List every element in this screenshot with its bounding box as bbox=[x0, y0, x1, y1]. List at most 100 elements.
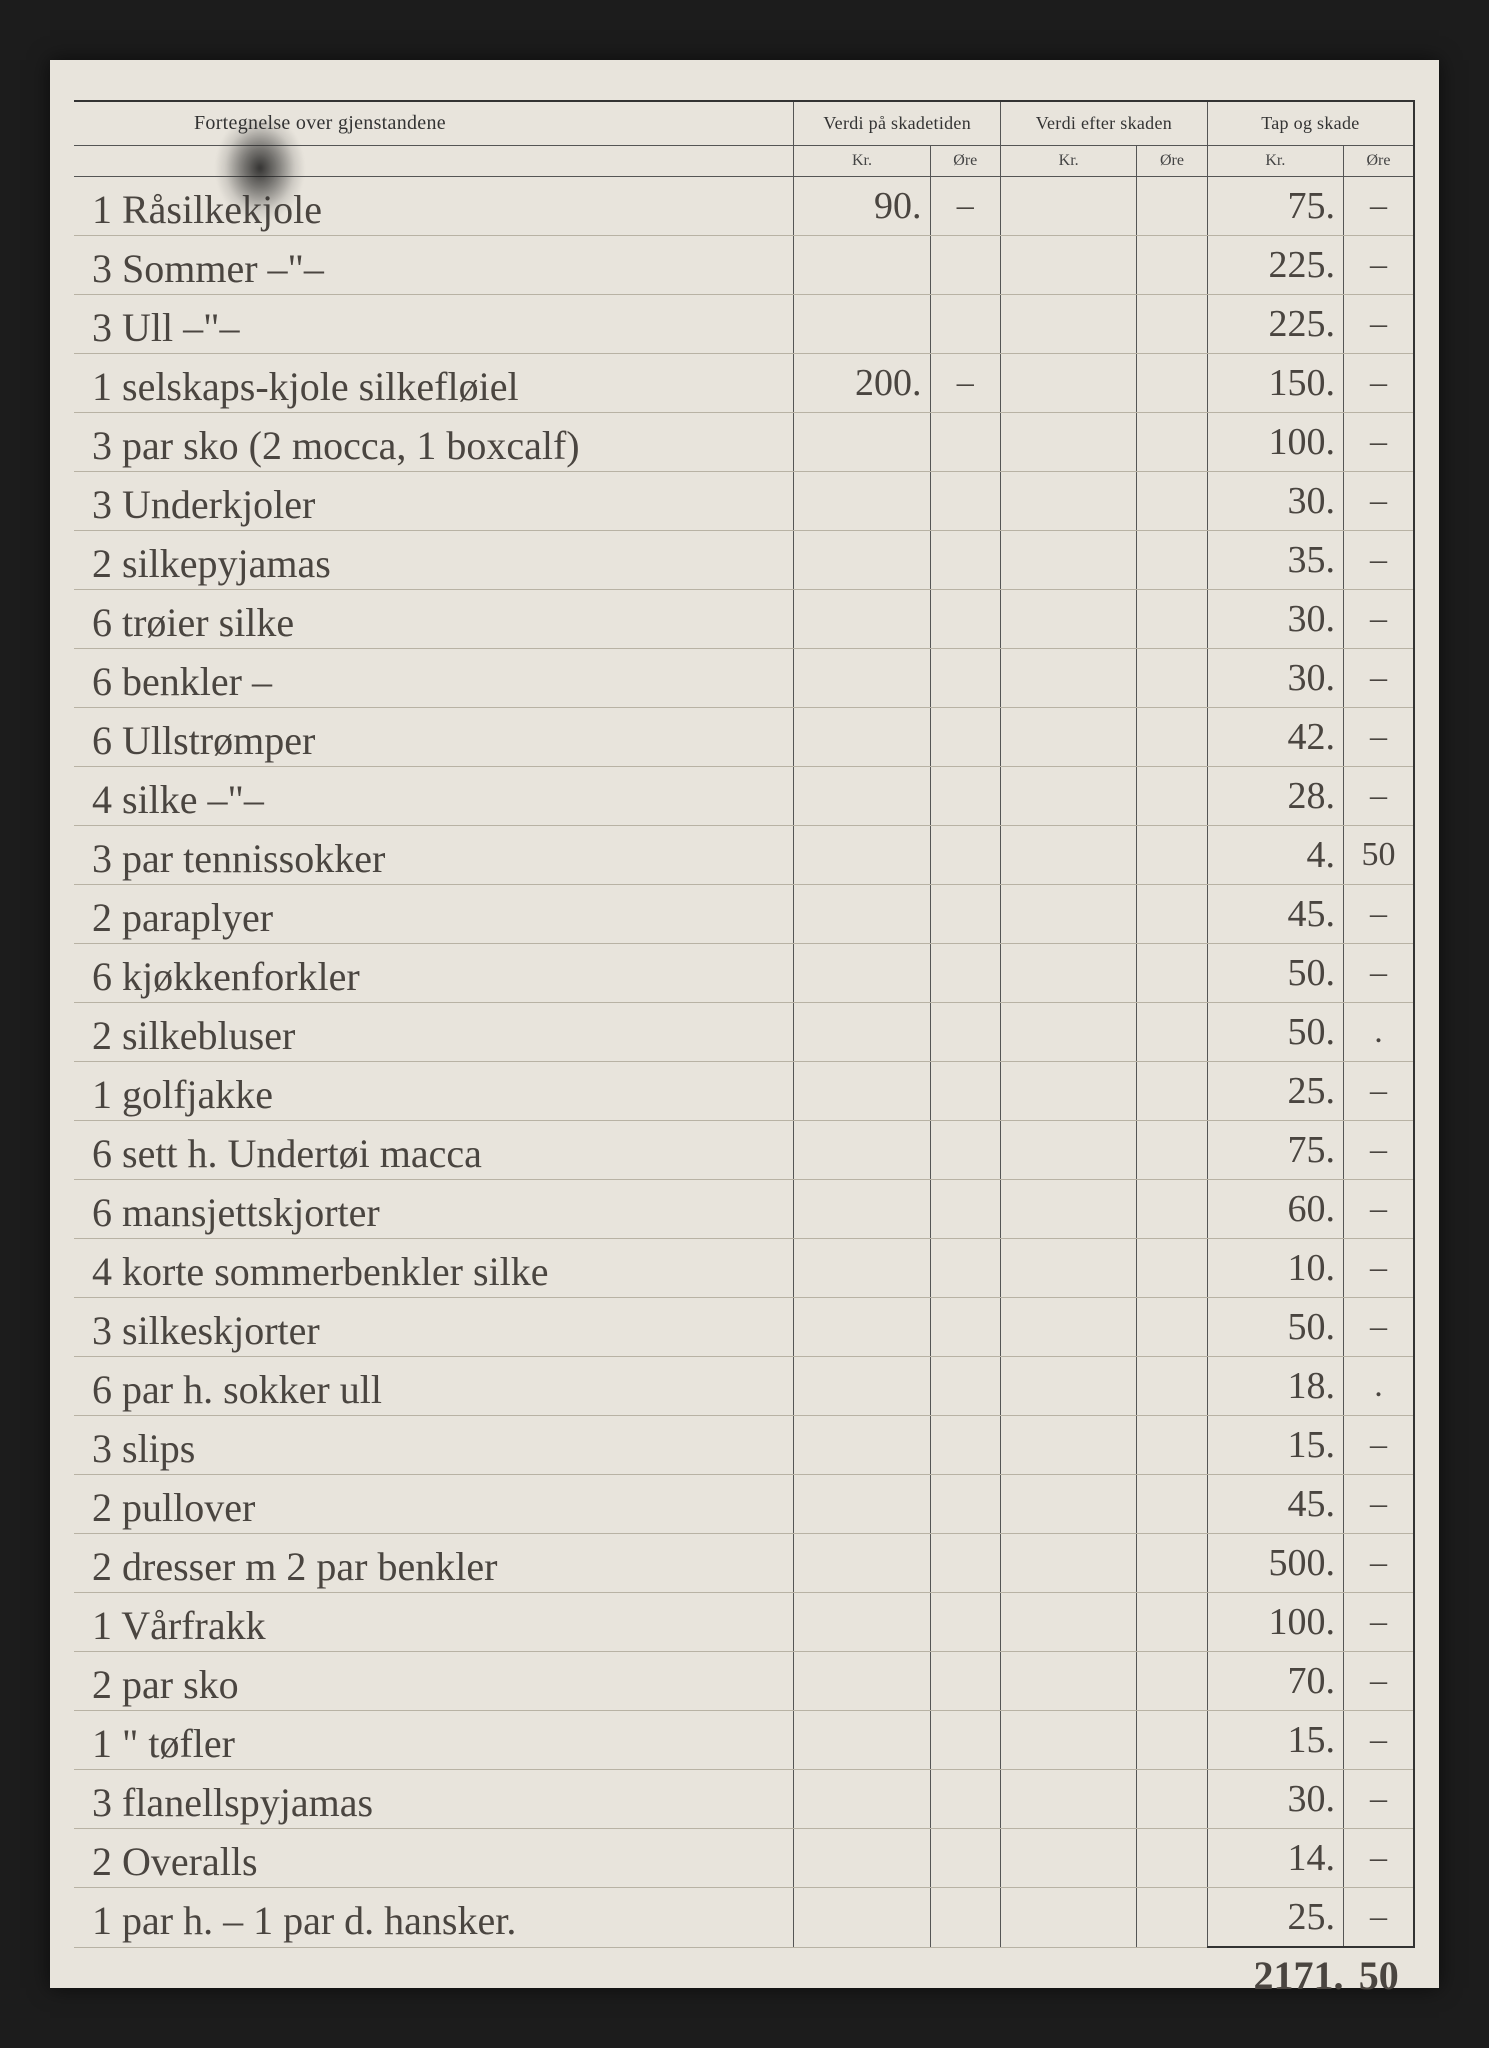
table-row: 1 par h. – 1 par d. hansker.25.– bbox=[74, 1888, 1414, 1948]
item-description-text: 1 par h. – 1 par d. hansker. bbox=[74, 1901, 793, 1941]
item-description-text: 2 dresser m 2 par benkler bbox=[74, 1547, 793, 1587]
value-before-kr bbox=[794, 236, 930, 295]
value-after-kr bbox=[1001, 354, 1137, 413]
value-after-kr bbox=[1001, 1888, 1137, 1948]
item-description: 6 benkler – bbox=[74, 649, 794, 708]
value-before-ore bbox=[930, 1239, 1001, 1298]
table-row: 6 par h. sokker ull18.. bbox=[74, 1357, 1414, 1416]
item-description: 2 pullover bbox=[74, 1475, 794, 1534]
value-after-ore bbox=[1137, 944, 1208, 1003]
value-after-ore bbox=[1137, 1121, 1208, 1180]
value-before-kr bbox=[794, 1180, 930, 1239]
item-description-text: 1 " tøfler bbox=[74, 1724, 793, 1764]
value-before-ore bbox=[930, 1298, 1001, 1357]
value-before-kr bbox=[794, 1121, 930, 1180]
value-before-kr bbox=[794, 295, 930, 354]
loss-kr: 45. bbox=[1207, 1475, 1343, 1534]
value-after-ore bbox=[1137, 1003, 1208, 1062]
table-row: 2 silkepyjamas35.– bbox=[74, 531, 1414, 590]
value-after-kr bbox=[1001, 413, 1137, 472]
loss-ore: – bbox=[1343, 531, 1414, 590]
value-before-ore bbox=[930, 1534, 1001, 1593]
value-after-kr bbox=[1001, 177, 1137, 236]
value-after-ore bbox=[1137, 1829, 1208, 1888]
value-before-kr bbox=[794, 1239, 930, 1298]
item-description-text: 6 par h. sokker ull bbox=[74, 1370, 793, 1410]
item-description: 1 Råsilkekjole bbox=[74, 177, 794, 236]
subhead-kr-3: Kr. bbox=[1207, 146, 1343, 177]
value-after-kr bbox=[1001, 1534, 1137, 1593]
value-after-ore bbox=[1137, 354, 1208, 413]
item-description-text: 4 silke –"– bbox=[74, 780, 793, 820]
ledger-header: Fortegnelse over gjenstandene Verdi på s… bbox=[74, 101, 1414, 177]
header-value-before-text: Verdi på skadetiden bbox=[823, 113, 971, 133]
header-items: Fortegnelse over gjenstandene bbox=[74, 101, 794, 146]
loss-kr: 150. bbox=[1207, 354, 1343, 413]
value-before-ore bbox=[930, 944, 1001, 1003]
item-description: 2 paraplyer bbox=[74, 885, 794, 944]
value-before-kr bbox=[794, 472, 930, 531]
value-after-kr bbox=[1001, 649, 1137, 708]
item-description: 2 Overalls bbox=[74, 1829, 794, 1888]
loss-kr: 500. bbox=[1207, 1534, 1343, 1593]
item-description: 3 Ull –"– bbox=[74, 295, 794, 354]
value-before-ore: – bbox=[930, 354, 1001, 413]
loss-kr: 50. bbox=[1207, 1298, 1343, 1357]
item-description: 2 silkepyjamas bbox=[74, 531, 794, 590]
table-row: 6 benkler –30.– bbox=[74, 649, 1414, 708]
loss-ore: – bbox=[1343, 1770, 1414, 1829]
value-before-ore bbox=[930, 649, 1001, 708]
table-row: 6 mansjettskjorter60.– bbox=[74, 1180, 1414, 1239]
value-before-kr bbox=[794, 1003, 930, 1062]
loss-kr: 60. bbox=[1207, 1180, 1343, 1239]
loss-kr: 4. bbox=[1207, 826, 1343, 885]
value-after-ore bbox=[1137, 236, 1208, 295]
value-before-kr bbox=[794, 826, 930, 885]
item-description: 3 Sommer –"– bbox=[74, 236, 794, 295]
total-row: 2171. 50 bbox=[74, 1947, 1414, 2004]
table-row: 6 kjøkkenforkler50.– bbox=[74, 944, 1414, 1003]
item-description-text: 3 par tennissokker bbox=[74, 839, 793, 879]
item-description: 3 par sko (2 mocca, 1 boxcalf) bbox=[74, 413, 794, 472]
value-before-kr bbox=[794, 1593, 930, 1652]
value-before-kr bbox=[794, 1829, 930, 1888]
value-after-ore bbox=[1137, 649, 1208, 708]
item-description: 2 par sko bbox=[74, 1652, 794, 1711]
loss-ore: – bbox=[1343, 472, 1414, 531]
loss-kr: 50. bbox=[1207, 944, 1343, 1003]
item-description-text: 3 Ull –"– bbox=[74, 308, 793, 348]
value-after-kr bbox=[1001, 590, 1137, 649]
loss-kr: 30. bbox=[1207, 1770, 1343, 1829]
value-after-kr bbox=[1001, 1711, 1137, 1770]
value-after-ore bbox=[1137, 1770, 1208, 1829]
item-description: 6 kjøkkenforkler bbox=[74, 944, 794, 1003]
loss-kr: 75. bbox=[1207, 177, 1343, 236]
value-after-kr bbox=[1001, 236, 1137, 295]
loss-kr: 225. bbox=[1207, 236, 1343, 295]
table-row: 1 Vårfrakk100.– bbox=[74, 1593, 1414, 1652]
subhead-kr-2: Kr. bbox=[1001, 146, 1137, 177]
item-description: 3 flanellspyjamas bbox=[74, 1770, 794, 1829]
item-description-text: 3 par sko (2 mocca, 1 boxcalf) bbox=[74, 426, 793, 466]
item-description-text: 4 korte sommerbenkler silke bbox=[74, 1252, 793, 1292]
loss-ore: – bbox=[1343, 885, 1414, 944]
item-description-text: 6 sett h. Undertøi macca bbox=[74, 1134, 793, 1174]
subhead-blank bbox=[74, 146, 794, 177]
value-after-kr bbox=[1001, 708, 1137, 767]
value-before-kr bbox=[794, 1357, 930, 1416]
value-after-kr bbox=[1001, 944, 1137, 1003]
item-description-text: 6 benkler – bbox=[74, 662, 793, 702]
item-description-text: 6 Ullstrømper bbox=[74, 721, 793, 761]
loss-ore: – bbox=[1343, 708, 1414, 767]
table-row: 2 silkebluser50.. bbox=[74, 1003, 1414, 1062]
value-before-kr bbox=[794, 413, 930, 472]
value-after-kr bbox=[1001, 1003, 1137, 1062]
loss-kr: 100. bbox=[1207, 1593, 1343, 1652]
item-description-text: 2 silkepyjamas bbox=[74, 544, 793, 584]
value-after-ore bbox=[1137, 1888, 1208, 1948]
value-before-ore bbox=[930, 767, 1001, 826]
value-after-ore bbox=[1137, 295, 1208, 354]
value-before-kr: 200. bbox=[794, 354, 930, 413]
loss-ore: – bbox=[1343, 295, 1414, 354]
value-after-ore bbox=[1137, 1239, 1208, 1298]
